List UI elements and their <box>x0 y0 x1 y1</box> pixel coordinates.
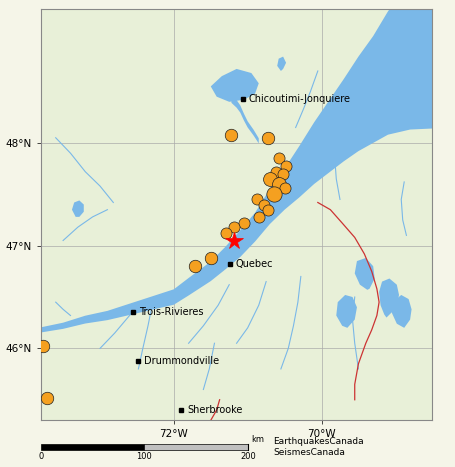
Text: EarthquakesCanada
SeismesCanada: EarthquakesCanada SeismesCanada <box>273 438 364 457</box>
Polygon shape <box>211 69 259 102</box>
Bar <box>41 444 144 450</box>
Text: 200: 200 <box>240 452 256 461</box>
Polygon shape <box>41 0 432 333</box>
Text: Quebec: Quebec <box>236 259 273 269</box>
Text: Sherbrooke: Sherbrooke <box>187 405 243 415</box>
Text: Trois-Rivieres: Trois-Rivieres <box>139 307 204 318</box>
Bar <box>144 444 248 450</box>
Text: Drummondville: Drummondville <box>144 356 219 366</box>
Polygon shape <box>277 57 286 71</box>
Text: 0: 0 <box>38 452 44 461</box>
Polygon shape <box>336 295 357 328</box>
Text: km: km <box>251 435 264 444</box>
Text: Chicoutimi-Jonquiere: Chicoutimi-Jonquiere <box>248 94 350 104</box>
Polygon shape <box>72 200 84 217</box>
Polygon shape <box>355 258 374 290</box>
Text: 100: 100 <box>136 452 152 461</box>
Polygon shape <box>392 295 412 328</box>
Polygon shape <box>232 95 259 143</box>
Polygon shape <box>379 278 399 318</box>
